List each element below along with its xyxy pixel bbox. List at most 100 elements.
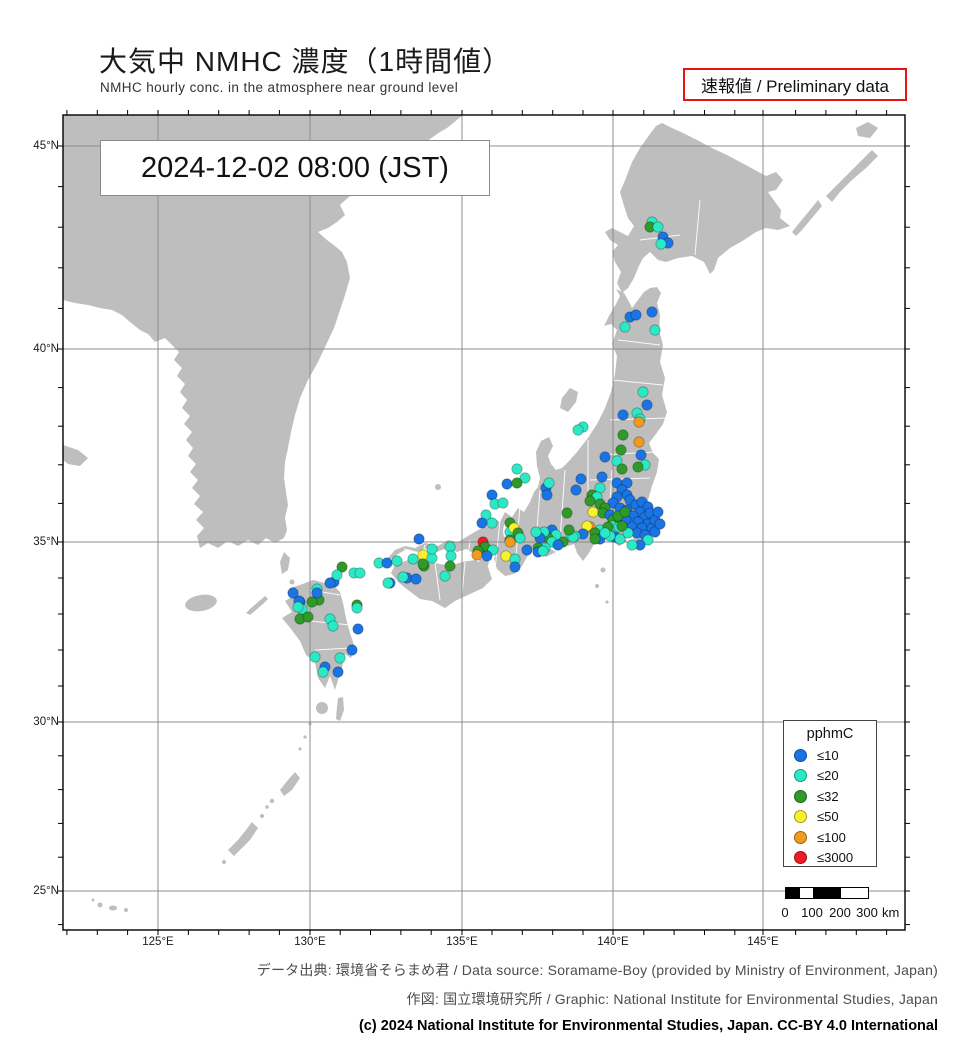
station-dot [354, 567, 366, 579]
station-dot [382, 577, 394, 589]
station-dot [381, 557, 393, 569]
station-dot [504, 536, 516, 548]
station-dot [292, 601, 304, 613]
legend-dot [794, 810, 807, 824]
land-sakishima-2 [109, 905, 117, 911]
station-dot [537, 545, 549, 557]
scale-label: 300 [856, 905, 878, 920]
land-oki [435, 484, 441, 490]
land-sado [560, 388, 578, 412]
station-dot [327, 620, 339, 632]
scale-bar-labels: 0 100 200 300 km [781, 905, 905, 921]
timestamp-box: 2024-12-02 08:00 (JST) [100, 140, 490, 196]
lon-label: 135°E [446, 936, 478, 948]
station-dot [352, 623, 364, 635]
station-dot [413, 533, 425, 545]
station-dot [633, 416, 645, 428]
station-dot [596, 471, 608, 483]
station-dot [635, 449, 647, 461]
station-dot [511, 477, 523, 489]
station-dot [445, 550, 457, 562]
station-dot [641, 399, 653, 411]
station-dot [346, 644, 358, 656]
land-shikoku [391, 559, 492, 608]
legend-item: ≤20 [784, 766, 876, 787]
graticule [63, 115, 905, 930]
station-dot [637, 386, 649, 398]
station-dot [331, 569, 343, 581]
land-amami-3 [265, 805, 269, 809]
station-dot [652, 506, 664, 518]
legend-label: ≤32 [817, 788, 839, 804]
station-dot [611, 455, 623, 467]
station-dots [287, 216, 674, 678]
station-dot [599, 527, 611, 539]
lon-label: 140°E [597, 936, 629, 948]
station-dot [351, 602, 363, 614]
station-dot [614, 533, 626, 545]
station-dot [391, 555, 403, 567]
legend-label: ≤3000 [817, 850, 854, 866]
land-yakushima [316, 702, 328, 714]
legend: pphmC ≤10 ≤20 ≤32 ≤50 ≤100 ≤3000 [783, 720, 877, 867]
legend-label: ≤100 [817, 829, 846, 845]
station-dot [397, 571, 409, 583]
station-dot [417, 558, 429, 570]
station-dot [519, 472, 531, 484]
station-dot [570, 484, 582, 496]
station-dot [287, 587, 299, 599]
station-dot [615, 444, 627, 456]
station-dot [521, 544, 533, 556]
station-dot [530, 526, 542, 538]
lat-label: 35°N [33, 536, 59, 548]
station-dot [541, 489, 553, 501]
land-izu-2 [595, 584, 599, 588]
footer: データ出典: 環境省そらまめ君 / Data source: Soramame-… [38, 960, 938, 1034]
legend-label: ≤20 [817, 768, 839, 784]
legend-title: pphmC [806, 726, 854, 742]
footer-graphic-credit: 作図: 国立環境研究所 / Graphic: National Institut… [406, 991, 938, 1007]
station-dot [599, 451, 611, 463]
station-dot [439, 570, 451, 582]
land-hokkaido [605, 123, 790, 293]
scale-label: 100 [801, 905, 823, 920]
station-dot [617, 429, 629, 441]
scale-segment [786, 888, 800, 898]
legend-dot [794, 830, 807, 844]
lon-label: 125°E [142, 936, 174, 948]
land-iki [289, 579, 295, 585]
land-etorofu [826, 150, 878, 202]
station-dot [514, 532, 526, 544]
legend-item: ≤32 [784, 786, 876, 807]
land-sakishima-4 [91, 898, 95, 902]
station-dot [501, 478, 513, 490]
station-dot [471, 549, 483, 561]
station-dot [587, 506, 599, 518]
lat-label: 40°N [33, 343, 59, 355]
land-amami-2 [269, 798, 275, 804]
land-mainland-korea [63, 115, 463, 548]
land-okinawa [228, 822, 258, 856]
land-okinawa-3 [222, 860, 226, 864]
station-dot [646, 306, 658, 318]
land-izu-oshima [600, 567, 606, 573]
station-dot [476, 517, 488, 529]
station-dot [563, 524, 575, 536]
station-dot [617, 409, 629, 421]
station-dot [630, 309, 642, 321]
legend-dot [794, 789, 807, 803]
legend-label: ≤50 [817, 809, 839, 825]
station-dot [486, 517, 498, 529]
station-dot [655, 238, 667, 250]
land-tanegashima [336, 697, 344, 721]
legend-rows: ≤10 ≤20 ≤32 ≤50 ≤100 ≤3000 [784, 745, 876, 868]
station-dot [633, 436, 645, 448]
legend-item: ≤3000 [784, 848, 876, 869]
lat-label: 30°N [33, 716, 59, 728]
station-dot [619, 321, 631, 333]
station-dot [642, 534, 654, 546]
legend-item: ≤100 [784, 827, 876, 848]
station-dot [306, 596, 318, 608]
